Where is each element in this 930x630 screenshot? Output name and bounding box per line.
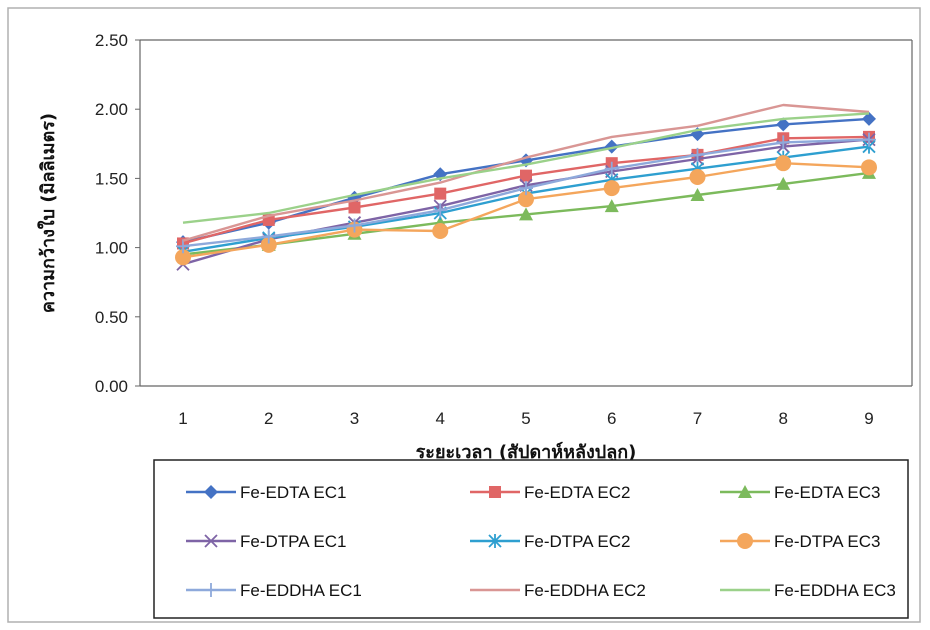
series-line [182, 103, 870, 242]
x-axis-title: ระยะเวลา (สัปดาห์หลังปลูก) [416, 441, 637, 464]
series-layer [175, 103, 877, 271]
legend-entry: Fe-EDTA EC1 [186, 483, 346, 502]
x-axis-ticks: 1 2 3 4 5 6 7 8 9 [178, 409, 873, 428]
legend-swatch-marker [204, 583, 218, 597]
legend-label: Fe-EDTA EC1 [240, 483, 346, 502]
data-point [690, 147, 705, 162]
data-point [261, 229, 276, 244]
series-line [182, 112, 870, 224]
x-tick-label: 9 [864, 409, 873, 428]
data-point [176, 239, 190, 254]
legend: Fe-EDTA EC1 Fe-EDTA EC2 Fe-EDTA EC3 Fe-DTPA… [186, 483, 896, 600]
data-point [862, 132, 876, 147]
legend-swatch-marker [204, 485, 218, 499]
data-point [776, 176, 791, 190]
x-tick-label: 5 [521, 409, 530, 428]
y-tick-label: 2.50 [95, 31, 128, 50]
legend-swatch-marker [204, 534, 218, 548]
legend-entry: Fe-EDDHA EC2 [470, 581, 646, 600]
legend-label: Fe-DTPA EC3 [774, 532, 880, 551]
legend-label: Fe-EDDHA EC1 [240, 581, 362, 600]
data-point [434, 187, 447, 200]
y-axis-ticks: 0.00 0.50 1.00 1.50 2.00 2.50 [95, 31, 140, 396]
legend-entry: Fe-EDTA EC2 [470, 483, 630, 502]
legend-label: Fe-DTPA EC2 [524, 532, 630, 551]
y-tick-label: 1.50 [95, 169, 128, 188]
data-point [690, 188, 705, 202]
series-9 [182, 112, 870, 224]
legend-entry: Fe-DTPA EC3 [720, 532, 880, 551]
y-axis-title: ความกว้างใบ (มิลลิเมตร) [37, 113, 59, 313]
data-point [776, 135, 791, 150]
x-tick-label: 3 [350, 409, 359, 428]
data-point [519, 181, 533, 196]
y-tick-label: 0.00 [95, 377, 128, 396]
legend-entry: Fe-DTPA EC1 [186, 532, 346, 551]
x-tick-label: 2 [264, 409, 273, 428]
legend-label: Fe-EDDHA EC3 [774, 581, 896, 600]
legend-swatch-marker [488, 534, 502, 548]
legend-swatch-marker [737, 533, 753, 549]
data-point [862, 111, 876, 126]
legend-label: Fe-EDTA EC2 [524, 483, 630, 502]
legend-entry: Fe-EDDHA EC1 [186, 581, 362, 600]
data-point [603, 180, 620, 197]
legend-entry: Fe-EDTA EC3 [720, 483, 880, 502]
legend-swatch-marker [738, 485, 752, 498]
y-tick-label: 1.00 [95, 239, 128, 258]
data-point [433, 203, 448, 218]
data-point [347, 218, 362, 233]
legend-label: Fe-EDTA EC3 [774, 483, 880, 502]
data-point [260, 236, 277, 253]
data-point [348, 201, 361, 214]
data-point [604, 199, 619, 213]
x-tick-label: 7 [693, 409, 702, 428]
y-tick-label: 2.00 [95, 100, 128, 119]
data-point [689, 169, 706, 186]
data-point [604, 139, 619, 154]
x-tick-label: 6 [607, 409, 616, 428]
x-tick-label: 1 [178, 409, 187, 428]
legend-entry: Fe-EDDHA EC3 [720, 581, 896, 600]
series-7 [176, 132, 876, 254]
legend-entry: Fe-DTPA EC2 [470, 532, 630, 551]
data-point [775, 155, 792, 172]
legend-label: Fe-EDDHA EC2 [524, 581, 646, 600]
data-point [519, 207, 533, 221]
legend-box [153, 459, 909, 619]
data-point [604, 161, 619, 176]
data-point [520, 169, 532, 182]
data-point [432, 222, 449, 239]
data-point [776, 117, 791, 132]
x-tick-label: 4 [436, 409, 445, 428]
legend-swatch-marker [489, 486, 501, 498]
data-point [175, 249, 191, 266]
series-6 [175, 155, 877, 266]
y-tick-label: 0.50 [95, 308, 128, 327]
data-point [861, 159, 877, 176]
legend-label: Fe-DTPA EC1 [240, 532, 346, 551]
data-point [518, 191, 534, 208]
series-8 [182, 103, 870, 242]
x-tick-label: 8 [779, 409, 788, 428]
